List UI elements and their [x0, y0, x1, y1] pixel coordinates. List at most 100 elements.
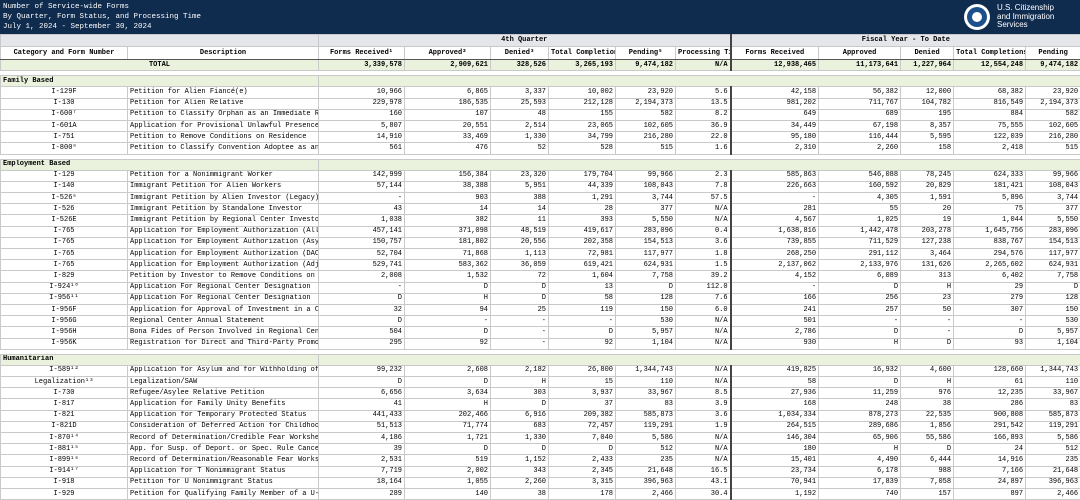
value-cell: 38	[491, 488, 549, 499]
value-cell: 624,333	[954, 170, 1026, 181]
value-cell: 2,137,062	[731, 260, 819, 271]
value-cell: 51,513	[319, 421, 405, 432]
description: Petition to Remove Conditions on Residen…	[128, 132, 319, 143]
column-header: Total Completions⁴	[549, 47, 616, 60]
value-cell: 83	[616, 399, 676, 410]
value-cell: 12,235	[954, 388, 1026, 399]
value-cell: 119	[549, 304, 616, 315]
value-cell: 377	[1026, 204, 1080, 215]
value-cell: 1,152	[491, 455, 549, 466]
value-cell: 624,931	[616, 260, 676, 271]
value-cell: -	[901, 327, 954, 338]
value-cell: 24	[954, 444, 1026, 455]
value-cell: 140	[405, 488, 491, 499]
value-cell: 23,320	[491, 170, 549, 181]
value-cell: 3.6	[676, 237, 731, 248]
value-cell: H	[819, 444, 901, 455]
value-cell: 6,916	[491, 410, 549, 421]
value-cell: 343	[491, 466, 549, 477]
title-line: By Quarter, Form Status, and Processing …	[3, 12, 201, 22]
value-cell: 20,829	[901, 181, 954, 192]
value-cell: 108,043	[1026, 181, 1080, 192]
value-cell: 3,744	[616, 193, 676, 204]
total-cell: 2,909,621	[405, 60, 491, 71]
value-cell: D	[616, 282, 676, 293]
description: Immigrant Petition by Standalone Investo…	[128, 204, 319, 215]
value-cell: 27,936	[731, 388, 819, 399]
value-cell: D	[549, 444, 616, 455]
form-number: I-730	[1, 388, 128, 399]
value-cell: 15,401	[731, 455, 819, 466]
value-cell: 582	[616, 109, 676, 120]
value-cell: 900,808	[954, 410, 1026, 421]
value-cell: 150,757	[319, 237, 405, 248]
value-cell: 393	[549, 215, 616, 226]
value-cell: 158	[901, 143, 954, 154]
value-cell: 5.6	[676, 87, 731, 98]
section-label: Humanitarian	[1, 354, 319, 365]
value-cell: 75,555	[954, 120, 1026, 131]
value-cell: 241	[731, 304, 819, 315]
value-cell: 441,433	[319, 410, 405, 421]
value-cell: 23	[901, 293, 954, 304]
form-number: I-929	[1, 488, 128, 499]
value-cell: -	[819, 316, 901, 327]
value-cell: 186,535	[405, 98, 491, 109]
value-cell: 307	[954, 304, 1026, 315]
value-cell: 216,280	[616, 132, 676, 143]
column-header: Total Completions	[954, 47, 1026, 60]
value-cell: 5,595	[901, 132, 954, 143]
value-cell: 30.4	[676, 488, 731, 499]
form-number: I-765	[1, 237, 128, 248]
value-cell: 1.5	[676, 260, 731, 271]
description: Application for Asylum and for Withholdi…	[128, 365, 319, 376]
value-cell: 67,198	[819, 120, 901, 131]
value-cell: 119,291	[616, 421, 676, 432]
value-cell: 42,158	[731, 87, 819, 98]
value-cell: 122,039	[954, 132, 1026, 143]
column-header: Pending⁵	[616, 47, 676, 60]
value-cell: 13	[549, 282, 616, 293]
value-cell: 2,182	[491, 365, 549, 376]
description: Petition by Investor to Remove Condition…	[128, 271, 319, 282]
value-cell: D	[549, 327, 616, 338]
value-cell: 248	[819, 399, 901, 410]
value-cell: 371,098	[405, 226, 491, 237]
value-cell: 546,088	[819, 170, 901, 181]
value-cell: 1,344,743	[1026, 365, 1080, 376]
value-cell: 14	[491, 204, 549, 215]
total-label: TOTAL	[1, 60, 319, 71]
value-cell: D	[819, 327, 901, 338]
form-number: I-881¹⁵	[1, 444, 128, 455]
value-cell: 7,758	[1026, 271, 1080, 282]
value-cell: 2,531	[319, 455, 405, 466]
value-cell: N/A	[676, 433, 731, 444]
description: Bona Fides of Person Involved in Regiona…	[128, 327, 319, 338]
value-cell: 5,550	[1026, 215, 1080, 226]
value-cell: 5,586	[1026, 433, 1080, 444]
column-header: Description	[128, 47, 319, 60]
value-cell: 5,957	[1026, 327, 1080, 338]
value-cell: 1,604	[549, 271, 616, 282]
value-cell: 22.0	[676, 132, 731, 143]
value-cell: 2,008	[319, 271, 405, 282]
value-cell: 457,141	[319, 226, 405, 237]
form-number: I-817	[1, 399, 128, 410]
value-cell: 203,278	[901, 226, 954, 237]
value-cell: 512	[616, 444, 676, 455]
value-cell: 6,089	[819, 271, 901, 282]
value-cell: -	[901, 316, 954, 327]
description: Application for Employment Authorization…	[128, 249, 319, 260]
total-cell: 11,173,641	[819, 60, 901, 71]
value-cell: 65,906	[819, 433, 901, 444]
value-cell: 1,645,756	[954, 226, 1026, 237]
value-cell: 2,194,373	[616, 98, 676, 109]
value-cell: 41	[319, 399, 405, 410]
